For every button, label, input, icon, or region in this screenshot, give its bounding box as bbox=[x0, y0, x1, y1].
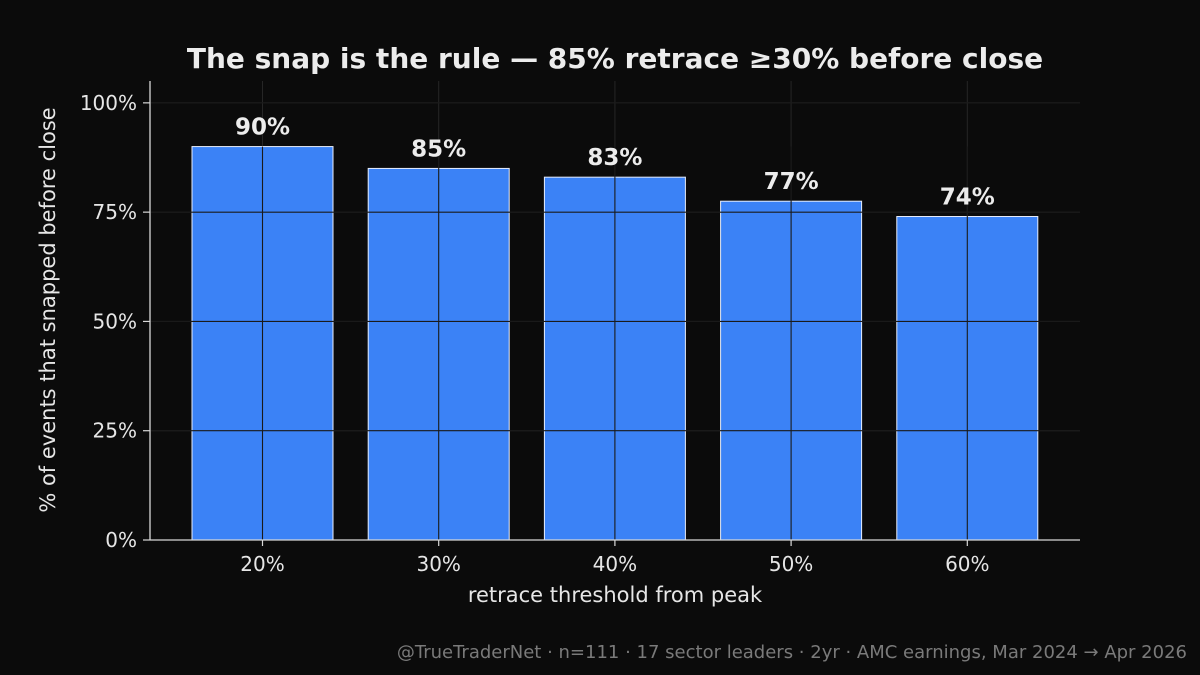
value-label: 85% bbox=[411, 136, 466, 162]
axes bbox=[143, 81, 1080, 546]
x-tick-label: 30% bbox=[416, 552, 460, 576]
chart-title: The snap is the rule — 85% retrace ≥30% … bbox=[187, 42, 1043, 75]
footer-caption: @TrueTraderNet · n=111 · 17 sector leade… bbox=[397, 642, 1187, 663]
value-label: 90% bbox=[235, 115, 290, 141]
value-label: 77% bbox=[764, 169, 819, 195]
y-tick-label: 25% bbox=[93, 419, 137, 443]
x-tick-label: 50% bbox=[769, 552, 813, 576]
y-axis-label: % of events that snapped before close bbox=[36, 107, 60, 512]
y-tick-label: 100% bbox=[80, 91, 137, 115]
value-label: 83% bbox=[587, 145, 642, 171]
labels: 0% 25% 50% 75% 100% 90% 85% 83% 77% 74% 20% 30% 40% 5… bbox=[80, 91, 995, 576]
value-label: 74% bbox=[940, 185, 995, 211]
y-tick-label: 0% bbox=[105, 528, 137, 552]
y-tick-label: 75% bbox=[93, 200, 137, 224]
x-axis-label: retrace threshold from peak bbox=[468, 583, 763, 607]
x-tick-label: 40% bbox=[593, 552, 637, 576]
x-tick-label: 60% bbox=[945, 552, 989, 576]
y-tick-label: 50% bbox=[93, 309, 137, 333]
grid-overlay bbox=[150, 102, 1080, 540]
x-tick-label: 20% bbox=[240, 552, 284, 576]
